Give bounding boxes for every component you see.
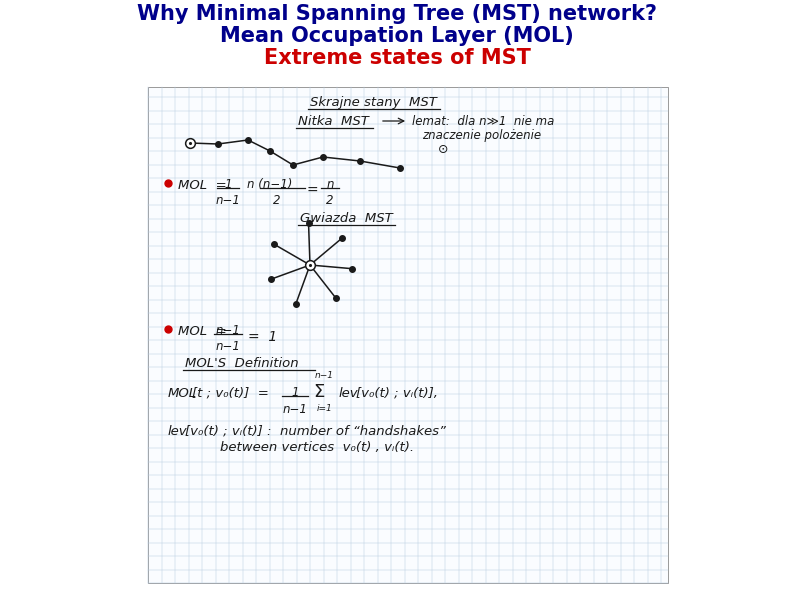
Text: MOL'S  Definition: MOL'S Definition xyxy=(185,357,299,370)
Text: Extreme states of MST: Extreme states of MST xyxy=(264,48,530,68)
Text: Why Minimal Spanning Tree (MST) network?: Why Minimal Spanning Tree (MST) network? xyxy=(137,4,657,24)
Text: MOL: MOL xyxy=(168,387,197,400)
Text: znaczenie polożenie: znaczenie polożenie xyxy=(422,129,542,142)
Text: Skrajne stany  MST: Skrajne stany MST xyxy=(310,96,437,109)
Text: MOL  =: MOL = xyxy=(178,179,227,192)
Text: [v₀(t) ; vᵢ(t)] :  number of “handshakes”: [v₀(t) ; vᵢ(t)] : number of “handshakes” xyxy=(185,425,446,438)
Text: i=1: i=1 xyxy=(317,404,333,413)
Text: 1: 1 xyxy=(291,386,299,399)
Text: [t ; v₀(t)]  =: [t ; v₀(t)] = xyxy=(192,387,269,400)
Text: lemat:  dla n≫1  nie ma: lemat: dla n≫1 nie ma xyxy=(412,115,554,128)
Text: n−1: n−1 xyxy=(315,371,334,380)
Text: n−1: n−1 xyxy=(215,194,241,207)
Text: n−1: n−1 xyxy=(215,324,241,337)
Text: n−1: n−1 xyxy=(283,403,307,416)
Text: Gwiazda  MST: Gwiazda MST xyxy=(300,212,393,225)
Text: n: n xyxy=(326,178,333,191)
Text: Nitka  MST: Nitka MST xyxy=(298,115,369,128)
Text: lev: lev xyxy=(339,387,359,400)
Text: Σ: Σ xyxy=(313,383,325,401)
Text: =: = xyxy=(307,184,318,198)
FancyBboxPatch shape xyxy=(148,87,668,583)
Text: n−1: n−1 xyxy=(215,340,241,353)
Text: ⊙: ⊙ xyxy=(438,143,449,156)
Text: [v₀(t) ; vᵢ(t)],: [v₀(t) ; vᵢ(t)], xyxy=(356,387,438,400)
Text: 2: 2 xyxy=(273,194,281,207)
Text: =  1: = 1 xyxy=(248,330,277,344)
Text: 2: 2 xyxy=(326,194,333,207)
Text: lev: lev xyxy=(168,425,187,438)
Text: Mean Occupation Layer (MOL): Mean Occupation Layer (MOL) xyxy=(220,26,574,46)
Text: n (n−1): n (n−1) xyxy=(247,178,293,191)
Text: between vertices  v₀(t) , vᵢ(t).: between vertices v₀(t) , vᵢ(t). xyxy=(220,441,414,454)
Text: MOL  =: MOL = xyxy=(178,325,227,338)
Text: 1: 1 xyxy=(224,178,232,191)
